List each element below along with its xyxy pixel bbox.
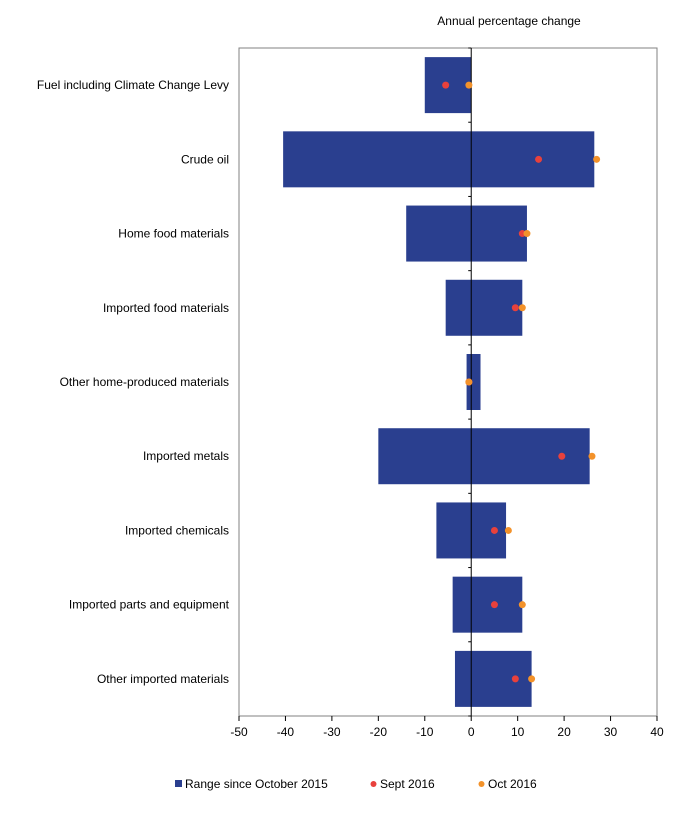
x-tick-label: -30 [323,725,341,739]
category-label: Crude oil [181,152,229,166]
x-tick-label: -50 [230,725,248,739]
range-bar [406,205,527,262]
oct-2016-point [523,230,531,238]
category-label: Other imported materials [97,672,229,686]
sept-2016-point [535,155,543,163]
sept-2016-point [442,81,450,89]
range-bar [454,650,532,707]
sept-2016-point [558,452,566,460]
x-tick-label: 20 [557,725,571,739]
category-label: Other home-produced materials [60,375,229,389]
x-tick-label: 40 [650,725,664,739]
sept-2016-point [490,526,498,534]
sept-2016-point [511,304,519,312]
category-label: Imported parts and equipment [69,598,230,612]
oct-2016-point [518,601,526,609]
oct-2016-point [593,155,601,163]
legend-label-sept: Sept 2016 [380,777,435,791]
category-label: Fuel including Climate Change Levy [37,78,229,92]
x-axis-title: Annual percentage change [437,14,581,28]
legend: Range since October 2015 Sept 2016 Oct 201… [175,777,537,791]
x-tick-label: 10 [511,725,525,739]
oct-2016-point [518,304,526,312]
oct-2016-point [504,526,512,534]
legend-label-range: Range since October 2015 [185,777,328,791]
x-tick-label: 30 [604,725,618,739]
category-label: Imported chemicals [125,523,229,537]
range-bar [283,131,595,188]
sept-2016-point [511,675,519,683]
x-tick-label: -40 [277,725,295,739]
legend-label-oct: Oct 2016 [488,777,537,791]
data-points [442,81,601,683]
x-tick-label: -20 [370,725,388,739]
legend-swatch-oct [478,781,485,787]
range-bar [378,428,590,485]
x-tick-label: -10 [416,725,434,739]
legend-swatch-sept [370,781,377,787]
oct-2016-point [465,81,473,89]
oct-2016-point [528,675,536,683]
legend-swatch-range [175,780,182,787]
category-label: Imported food materials [103,301,229,315]
oct-2016-point [465,378,473,386]
x-axis: -50 -40 -30 -20 -10 0 10 20 30 40 [230,716,664,739]
category-labels: Fuel including Climate Change Levy Crude … [37,78,230,686]
plot-area-frame [238,47,658,717]
range-bars [283,57,595,707]
sept-2016-point [490,601,498,609]
category-label: Home food materials [118,227,229,241]
oct-2016-point [588,452,596,460]
range-bar [466,354,481,410]
range-bar [452,576,523,633]
x-tick-label: 0 [468,725,475,739]
category-label: Imported metals [143,449,229,463]
range-bar [445,279,523,336]
